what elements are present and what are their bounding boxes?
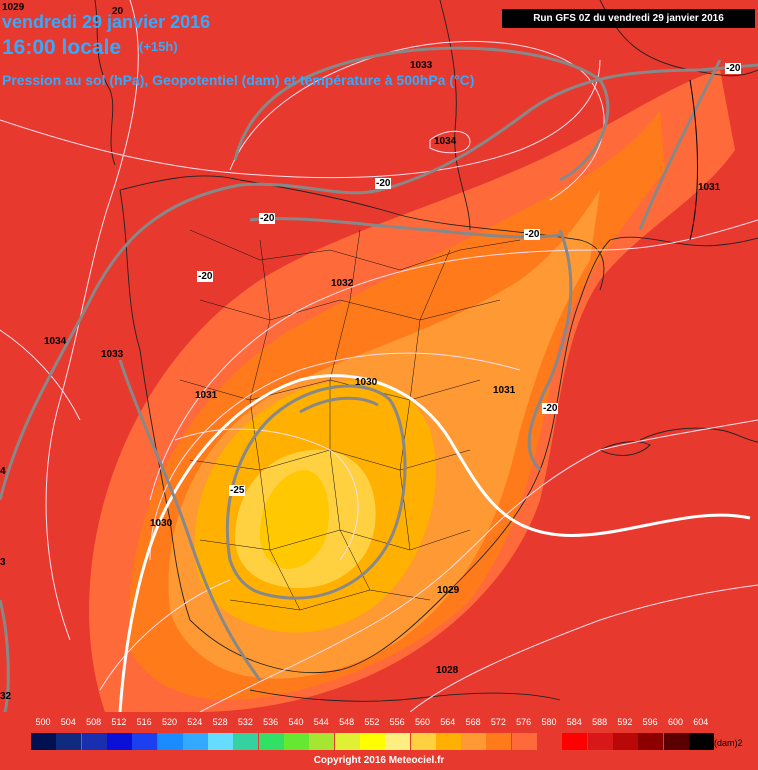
forecast-offset: (+15h) [139,39,178,54]
legend-tick-label: 540 [288,717,304,727]
legend-tick-label: 584 [566,717,582,727]
legend-color-cell [233,733,259,750]
legend-tick-label: 552 [364,717,380,727]
legend-color-cell [663,733,689,750]
legend-tick-label: 548 [339,717,355,727]
legend-tick-label: 516 [136,717,152,727]
model-run-label: Run GFS 0Z du vendredi 29 janvier 2016 [502,9,755,28]
legend-color-cell [157,733,183,750]
isobar-1030-thick [118,374,751,712]
contour-topright [689,79,698,241]
legend-tick-label: 600 [667,717,684,727]
legend-tick-label: 504 [60,717,76,727]
map-subtitle: Pression au sol (hPa), Geopotentiel (dam… [2,72,475,88]
legend-tick-label: 564 [440,717,456,727]
isobar-label: 1031 [698,182,721,193]
legend-color-cell [385,733,411,750]
legend-color-cell [486,733,512,750]
legend-color-cell [410,733,436,750]
legend-tick-label: 568 [465,717,481,727]
legend-color-cell [638,733,664,750]
legend-color-cell [587,733,613,750]
legend-color-cell [562,733,588,750]
forecast-time: 16:00 locale [2,36,122,59]
legend-unit-text: (dam) [714,738,738,748]
legend-color-cell [435,733,461,750]
legend-color-cell [309,733,335,750]
legend-color-cell [31,733,56,750]
legend-color-cell [81,733,107,750]
legend-tick-label: 560 [414,717,431,727]
legend-tick-label: 532 [237,717,253,727]
legend-tick-label: 524 [187,717,203,727]
forecast-date: vendredi 29 janvier 2016 [2,12,211,32]
legend-color-cell [284,733,309,750]
legend-color-cell [612,733,638,750]
isotherm-label: -25 [229,485,246,496]
isobar-label: 1034 [434,136,457,147]
copyright: Copyright 2016 Meteociel.fr [313,755,445,766]
legend-tick-label: 596 [642,717,658,727]
isobar-label: 1031 [195,390,218,401]
legend-tick-label: 536 [263,717,279,727]
isotherm-label: -20 [542,403,559,414]
legend-tick-label: 508 [86,717,102,727]
isobar-label: 1034 [44,336,67,347]
isobars [0,0,758,712]
edge-mark: 32 [0,691,12,702]
isobar-label: 1030 [355,377,378,388]
isobar-label: 1032 [331,278,354,289]
isotherm-label: -20 [725,63,742,74]
isotherm-label: -20 [524,229,541,240]
legend-tick-label: 580 [541,717,557,727]
isobar-label: 1033 [410,60,433,71]
legend-color-cell [511,733,537,750]
legend-color-cell [688,733,714,750]
legend-tick-label: 528 [212,717,228,727]
edge-mark: 3 [0,557,6,568]
isotherm-label: -20 [375,178,392,189]
legend-tick-label: 520 [161,717,178,727]
edge-mark: 4 [0,466,6,477]
legend-color-cell [132,733,158,750]
legend-tick-label: 512 [111,717,127,727]
legend-tick-label: 500 [35,717,51,727]
isobar-label: 1029 [2,2,25,13]
legend-color-cell [334,733,360,750]
isobar-label: 1030 [150,518,173,529]
legend-color-cell [106,733,132,750]
legend-tick-label: 572 [490,717,506,727]
edge-mark: 20 [112,6,124,17]
isobar-label: 1028 [436,665,459,676]
legend-color-cell [56,733,82,750]
map-canvas [0,0,758,712]
legend-tick-label: 592 [617,717,633,727]
isobar-label: 1029 [437,585,460,596]
isobar-label: 1033 [101,349,124,360]
isobar-label: 1031 [493,385,516,396]
legend-tick-label: 604 [693,717,709,727]
legend-tick-label: 556 [389,717,405,727]
legend-color-cell [359,733,385,750]
legend-unit-suffix: 2 [737,738,743,748]
legend-unit: (dam)2 [714,738,743,748]
legend-tick-label: 588 [592,717,608,727]
legend-color-cell [208,733,234,750]
legend-color-cell [182,733,208,750]
legend-tick-label: 544 [313,717,329,727]
coastlines [94,0,758,702]
legend-color-cell [258,733,284,750]
legend-color-cell [461,733,487,750]
isotherm-label: -20 [197,271,214,282]
isotherm-label: -20 [259,213,276,224]
legend-color-cell [537,733,562,750]
legend-tick-label: 576 [516,717,532,727]
geopotential-band-552 [259,470,329,569]
